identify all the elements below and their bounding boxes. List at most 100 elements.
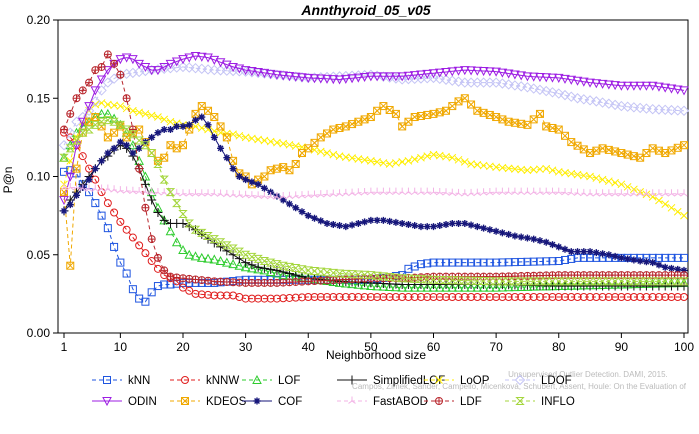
data-point-ldf-cross [116, 71, 124, 79]
data-point-kdeos-box [429, 109, 438, 118]
chart-title: Annthyroid_05_v05 [300, 2, 430, 18]
data-point-loop [285, 140, 294, 149]
data-point-kdeos [297, 149, 306, 158]
data-point-ldof [184, 62, 195, 73]
data-point-odin [196, 52, 207, 62]
data-point-knnw [410, 293, 419, 302]
legend-marker-kdeos [181, 397, 189, 405]
data-point-cof [348, 221, 356, 229]
data-point-lof [203, 253, 213, 263]
data-point-odin [272, 70, 282, 80]
data-point-cof [586, 248, 594, 256]
data-point-knn [680, 253, 688, 262]
data-point-knnw [128, 233, 137, 242]
data-point-ldof [196, 63, 207, 75]
data-point-loop [348, 154, 356, 162]
data-point-fastabod [617, 189, 626, 197]
data-point-inflo [384, 272, 395, 281]
legend-item-simplifiedlof: SimplifiedLOF [337, 375, 445, 387]
data-point-inflo [121, 125, 132, 134]
data-point-ldf [60, 125, 68, 134]
x-tick-label: 60 [427, 340, 441, 354]
data-point-lof [247, 263, 257, 273]
data-point-ldof [528, 83, 539, 94]
y-tick-label: 0.20 [27, 13, 51, 27]
legend-marker-kdeos-cross [181, 397, 189, 405]
data-point-kdeos-cross [392, 110, 400, 118]
data-point-fastabod [266, 192, 275, 200]
data-point-cof [592, 249, 600, 257]
data-point-ldof [566, 91, 577, 102]
legend-label-knn: kNN [128, 375, 150, 387]
data-point-lof [459, 282, 470, 292]
data-point-fastabod [417, 187, 425, 196]
data-point-inflo [359, 270, 370, 279]
data-point-cof [523, 234, 531, 242]
data-point-fastabod [141, 187, 150, 195]
axes-layer: 0.00 0.05 0.10 0.15 0.20 1 10 20 30 40 50 60 70 80 90 1… [27, 13, 695, 354]
data-point-ldf-cross [79, 86, 87, 94]
data-point-knn [467, 258, 476, 267]
data-point-cof [160, 126, 168, 134]
data-point-fastabod [511, 187, 519, 196]
data-point-fastabod [291, 191, 300, 199]
data-point-knn [567, 254, 576, 263]
data-point-kdeos-box [629, 152, 638, 161]
data-point-knnw [435, 293, 444, 302]
data-point-inflo [309, 267, 320, 276]
data-point-knn [673, 253, 682, 262]
data-point-loop [454, 155, 463, 164]
data-point-odin [409, 71, 420, 81]
data-point-knnw [492, 293, 501, 302]
data-point-knnw [241, 294, 250, 303]
data-point-odin [654, 82, 664, 92]
series-line-fastabod [64, 187, 684, 198]
data-point-cof [204, 121, 212, 129]
data-point-ldof [584, 95, 596, 106]
data-point-ldof [440, 74, 452, 85]
legend-item-fastabod: FastABOD [337, 396, 428, 408]
data-point-cof [129, 149, 137, 157]
data-point-kdeos-box [329, 125, 338, 134]
data-point-inflo [65, 144, 75, 153]
data-point-kdeos [535, 109, 544, 118]
legend-label-ldf: LDF [460, 396, 482, 408]
data-point-fastabod [598, 189, 607, 197]
data-point-ldof [447, 75, 458, 86]
data-point-lof [453, 282, 464, 292]
x-tick-label: 10 [114, 340, 128, 354]
data-point-knn [523, 257, 532, 266]
data-point-loop [404, 156, 413, 165]
data-point-kdeos-box [210, 113, 219, 122]
data-point-cof [404, 220, 412, 228]
legend: kNN kNNW LOF SimplifiedLOF LoOP LDOF ODIN KDEOS… [92, 374, 575, 408]
data-point-knnw [535, 293, 544, 302]
data-point-inflo [591, 277, 602, 286]
data-point-kdeos-box [504, 117, 513, 126]
data-point-fastabod [479, 188, 488, 196]
data-point-knnw [210, 291, 219, 300]
data-point-ldof [58, 139, 70, 151]
data-point-knn [423, 259, 432, 268]
data-point-knnw [116, 217, 125, 226]
data-point-loop [435, 151, 444, 160]
data-point-knnw [567, 293, 576, 302]
data-point-ldof [509, 80, 521, 91]
data-point-knn [535, 257, 544, 266]
data-point-lof [447, 282, 458, 292]
data-point-odin [647, 81, 658, 91]
data-point-cof [630, 256, 638, 264]
data-point-fastabod [648, 189, 657, 197]
data-point-lof [466, 282, 476, 292]
data-point-kdeos-box [160, 153, 169, 162]
data-point-inflo [303, 266, 313, 275]
legend-item-cof: COF [242, 396, 302, 408]
data-point-odin [366, 72, 376, 82]
data-point-knnw [523, 293, 532, 302]
data-point-loop [554, 167, 563, 176]
watermark-line-2: Campos, Zimek, Sander, Campello, Micenko… [352, 382, 687, 391]
data-point-fastabod [379, 187, 388, 196]
data-point-loop [385, 160, 394, 168]
data-point-inflo [647, 277, 658, 286]
